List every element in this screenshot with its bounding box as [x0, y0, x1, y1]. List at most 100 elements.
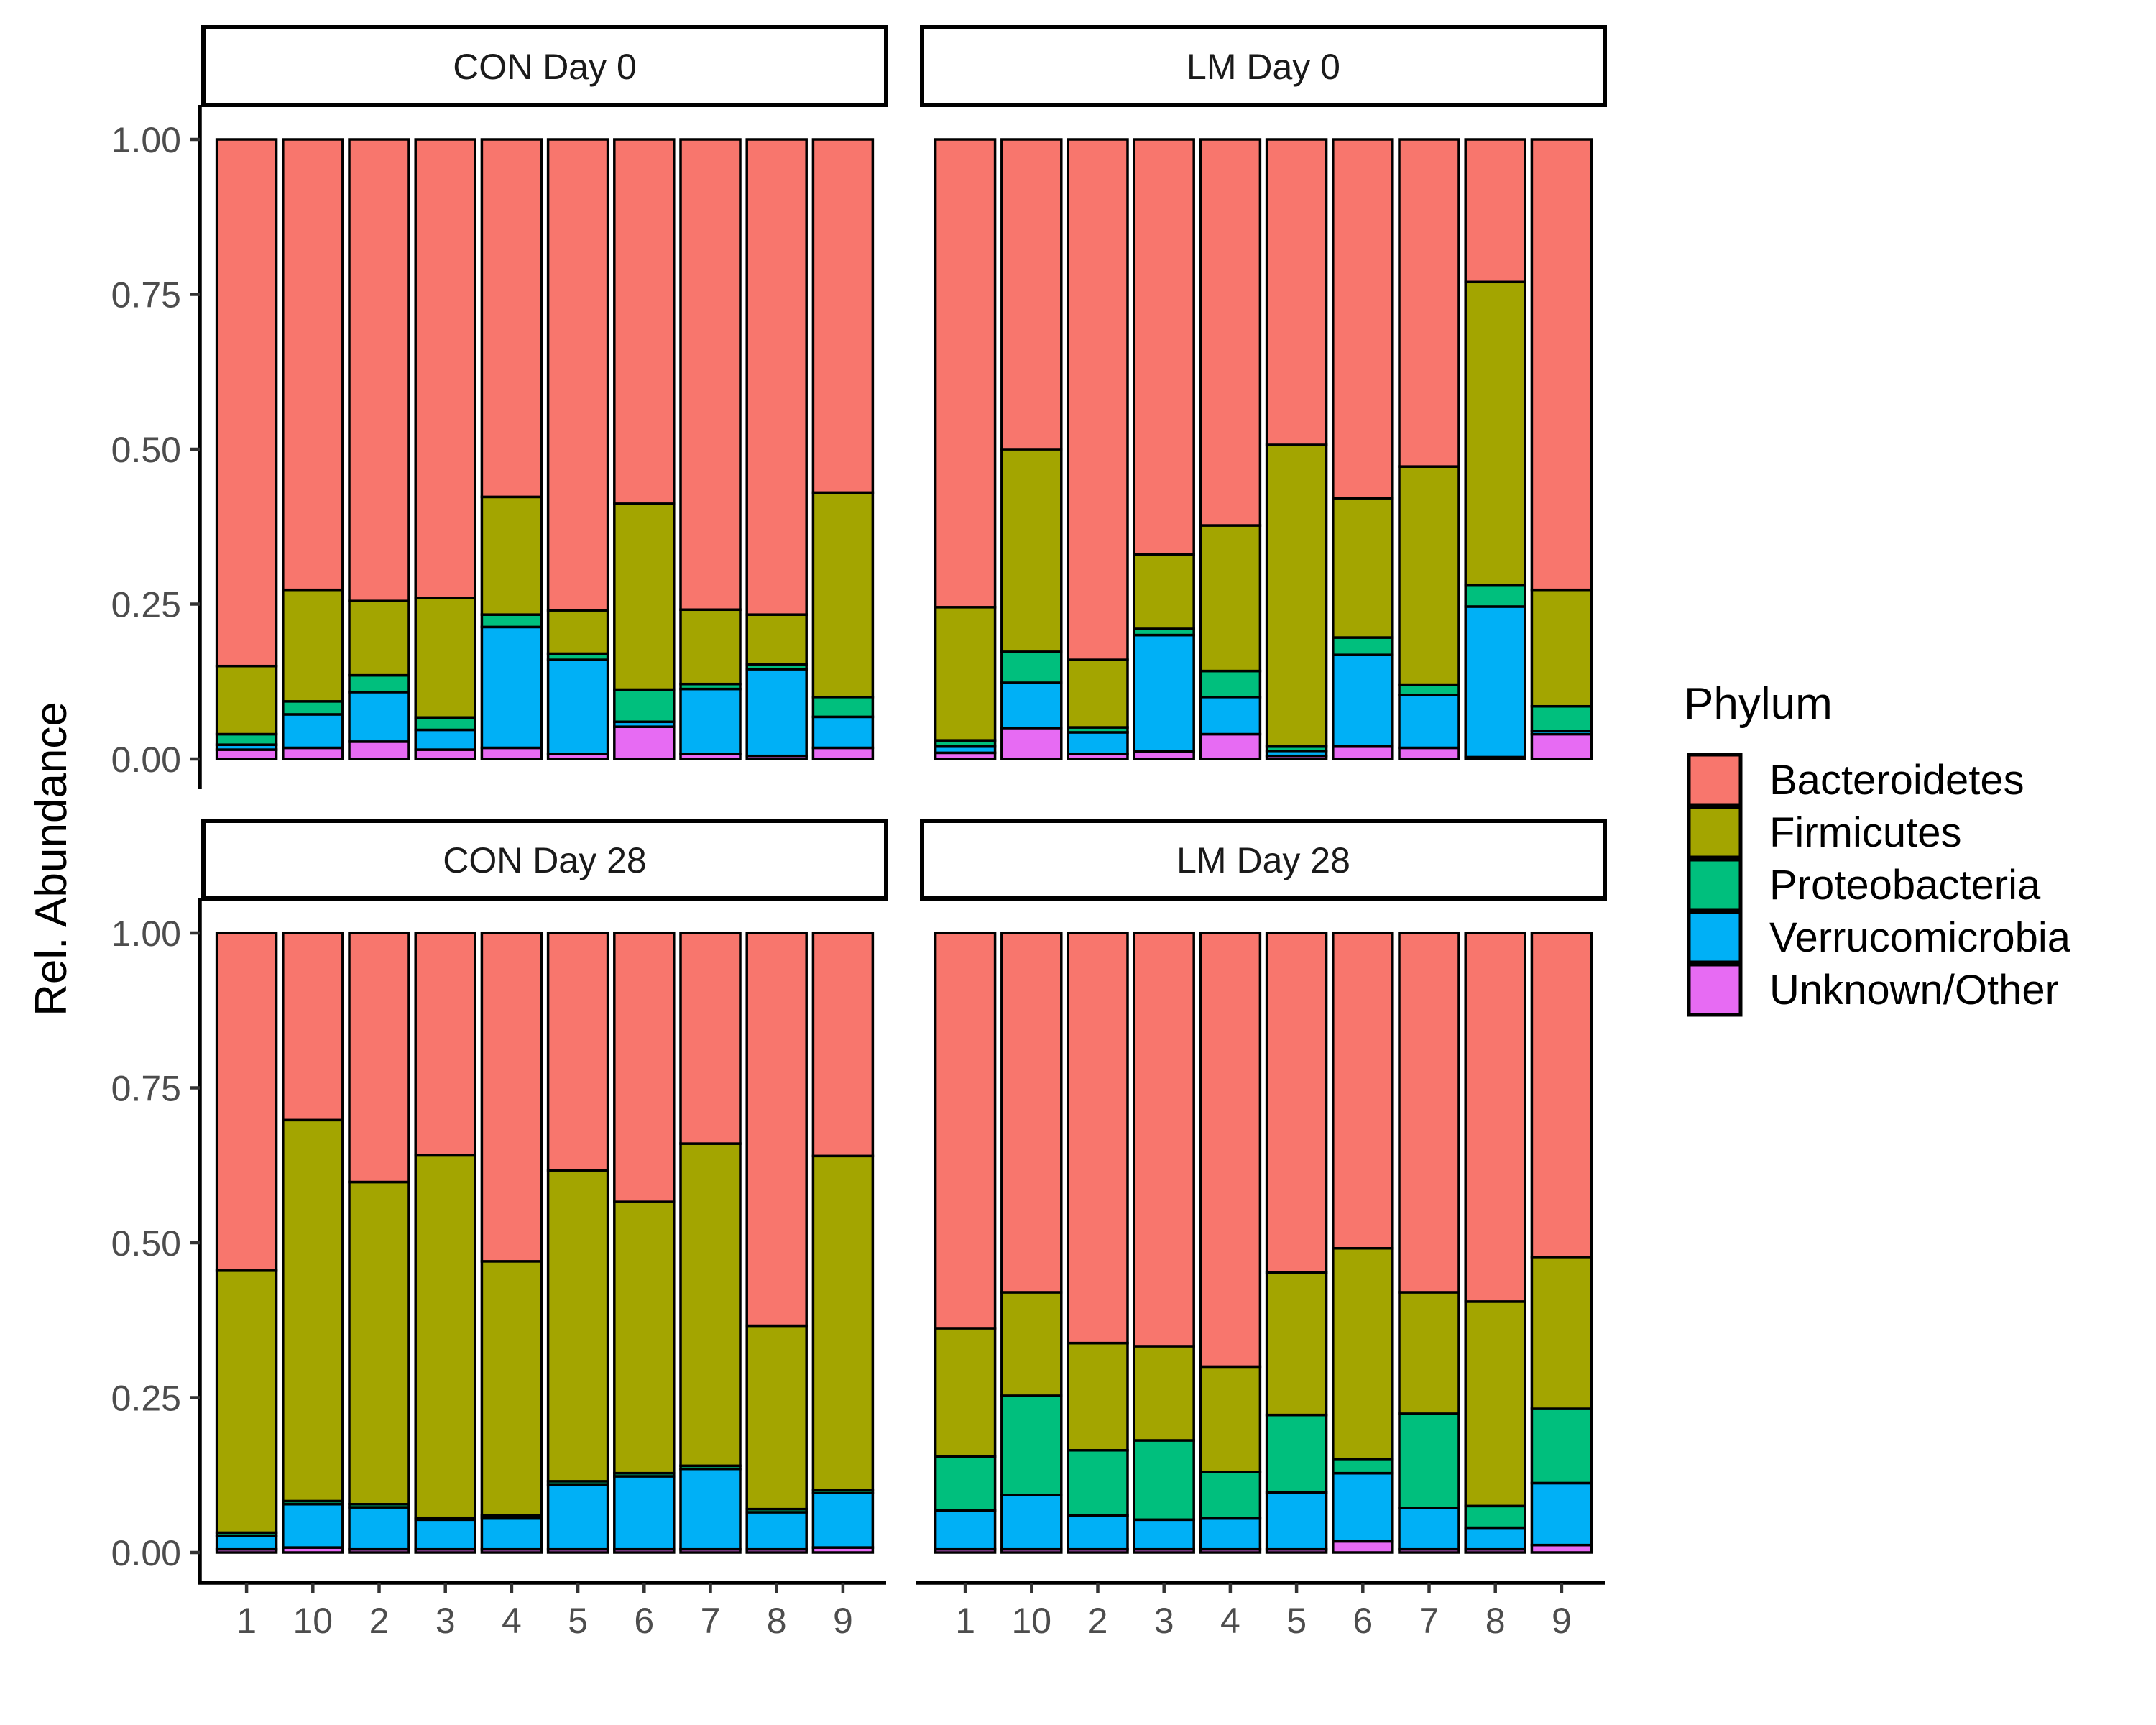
x-tick-label: 1: [955, 1601, 975, 1641]
bar-bacteroidetes-4: [1199, 932, 1262, 1368]
bar-proteobacteria-1: [934, 1455, 997, 1512]
x-tick-label: 5: [568, 1601, 588, 1641]
legend-swatch-firmicutes: [1687, 805, 1743, 860]
y-tick-label: 0.50: [111, 1223, 181, 1264]
bar-firmicutes-6: [613, 502, 676, 691]
bar-firmicutes-1: [215, 1269, 278, 1535]
bar-bacteroidetes-3: [414, 932, 476, 1157]
bar-bacteroidetes-7: [679, 932, 742, 1145]
bar-verrucomicrobia-9: [811, 715, 875, 750]
bar-firmicutes-8: [1464, 1300, 1526, 1508]
bar-bacteroidetes-2: [348, 932, 410, 1184]
bar-unknown-other-10: [282, 746, 344, 760]
bar-firmicutes-7: [679, 608, 742, 686]
bar-proteobacteria-10: [1000, 650, 1063, 684]
bar-verrucomicrobia-4: [1199, 1517, 1262, 1551]
bar-bacteroidetes-4: [480, 138, 543, 499]
bar-firmicutes-4: [480, 495, 543, 616]
bar-proteobacteria-6: [1332, 636, 1394, 656]
legend: Phylum Bacteroidetes Firmicutes Proteobact…: [1684, 679, 2071, 1017]
legend-label-bacteroidetes: Bacteroidetes: [1769, 757, 2024, 804]
bar-bacteroidetes-1: [934, 138, 997, 609]
bar-verrucomicrobia-10: [282, 713, 344, 750]
y-tick-label: 0.75: [111, 1069, 181, 1109]
bar-verrucomicrobia-7: [679, 687, 742, 755]
bar-bacteroidetes-1: [215, 138, 278, 668]
bar-proteobacteria-1: [215, 732, 278, 746]
bar-unknown-other-9: [811, 746, 875, 760]
bar-unknown-other-10: [1000, 727, 1063, 760]
bar-firmicutes-10: [1000, 448, 1063, 653]
facet-strip: [201, 25, 888, 107]
bar-proteobacteria-4: [480, 613, 543, 629]
bar-bacteroidetes-3: [1133, 932, 1195, 1348]
bar-verrucomicrobia-2: [348, 1506, 410, 1551]
bar-firmicutes-7: [1398, 1291, 1460, 1415]
bar-bacteroidetes-7: [1398, 932, 1460, 1294]
bar-unknown-other-6: [1332, 745, 1394, 760]
bar-bacteroidetes-8: [745, 138, 808, 616]
bar-bacteroidetes-2: [1067, 138, 1129, 661]
bar-firmicutes-2: [348, 1180, 410, 1506]
bar-verrucomicrobia-9: [811, 1491, 875, 1549]
bar-bacteroidetes-10: [282, 932, 344, 1122]
bar-verrucomicrobia-3: [1133, 1518, 1195, 1551]
bar-firmicutes-10: [1000, 1291, 1063, 1397]
legend-label-proteobacteria: Proteobacteria: [1769, 862, 2041, 908]
bar-verrucomicrobia-3: [1133, 633, 1195, 753]
bar-bacteroidetes-3: [1133, 138, 1195, 556]
bar-proteobacteria-3: [414, 716, 476, 732]
bar-bacteroidetes-9: [1530, 138, 1593, 592]
bar-verrucomicrobia-6: [1332, 653, 1394, 748]
bar-bacteroidetes-4: [1199, 138, 1262, 527]
bar-firmicutes-5: [546, 1169, 609, 1483]
legend-swatch-verrucomicrobia: [1687, 910, 1743, 965]
bar-unknown-other-4: [1199, 732, 1262, 760]
bar-bacteroidetes-6: [1332, 932, 1394, 1250]
bar-proteobacteria-10: [1000, 1394, 1063, 1496]
x-tick-label: 8: [767, 1601, 787, 1641]
bar-verrucomicrobia-10: [1000, 681, 1063, 730]
bar-bacteroidetes-7: [679, 138, 742, 612]
bar-proteobacteria-3: [1133, 1439, 1195, 1522]
bar-firmicutes-4: [1199, 1365, 1262, 1473]
bar-verrucomicrobia-6: [1332, 1471, 1394, 1543]
x-tick-label: 2: [1088, 1601, 1108, 1641]
y-axis-label: Rel. Abundance: [27, 702, 76, 1016]
bar-firmicutes-1: [215, 664, 278, 736]
bar-firmicutes-2: [1067, 1341, 1129, 1452]
y-tick-label: 1.00: [111, 120, 181, 160]
y-tick-label: 0.25: [111, 1379, 181, 1419]
y-tick-label: 1.00: [111, 914, 181, 954]
bar-proteobacteria-9: [1530, 1407, 1593, 1485]
x-tick-label: 7: [1419, 1601, 1439, 1641]
bar-firmicutes-2: [348, 599, 410, 677]
bar-verrucomicrobia-3: [414, 728, 476, 751]
bar-proteobacteria-5: [1265, 1413, 1328, 1494]
bar-verrucomicrobia-9: [1530, 1481, 1593, 1547]
bar-bacteroidetes-5: [546, 932, 609, 1172]
bar-bacteroidetes-10: [1000, 932, 1063, 1294]
bar-verrucomicrobia-7: [679, 1467, 742, 1551]
bar-verrucomicrobia-4: [480, 625, 543, 750]
bar-firmicutes-10: [282, 588, 344, 703]
bar-firmicutes-6: [613, 1200, 676, 1475]
bar-verrucomicrobia-4: [1199, 696, 1262, 736]
bar-verrucomicrobia-7: [1398, 1506, 1460, 1551]
bar-verrucomicrobia-4: [480, 1517, 543, 1551]
bar-verrucomicrobia-2: [348, 691, 410, 743]
x-tick-label: 5: [1286, 1601, 1307, 1641]
panel-lm-day-28: LM Day 28 1 10 2 3 4 5 6 7 8 9: [916, 819, 1607, 1641]
x-tick-label: 8: [1485, 1601, 1506, 1641]
bar-verrucomicrobia-5: [546, 1483, 609, 1551]
bar-firmicutes-7: [679, 1142, 742, 1468]
bar-firmicutes-2: [1067, 658, 1129, 729]
bar-proteobacteria-10: [282, 700, 344, 716]
bar-proteobacteria-9: [811, 696, 875, 719]
y-tick-label: 0.75: [111, 275, 181, 316]
bar-firmicutes-9: [811, 491, 875, 699]
legend-title: Phylum: [1684, 679, 1833, 729]
x-tick-label: 7: [701, 1601, 721, 1641]
bar-verrucomicrobia-10: [282, 1503, 344, 1549]
